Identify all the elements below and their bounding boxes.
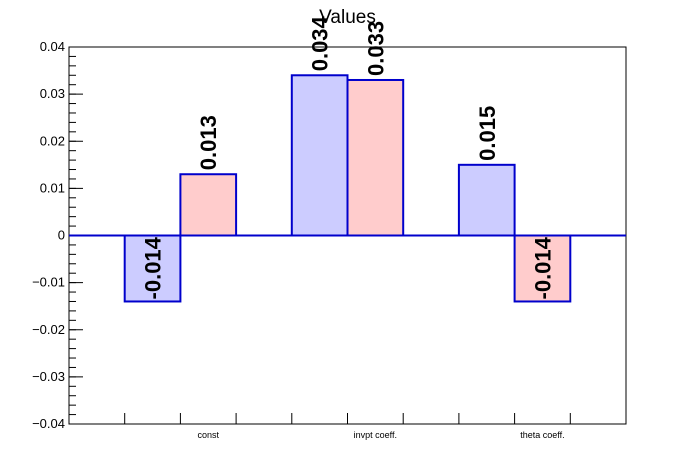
bar [290,74,349,237]
y-tick-label: −0.03 [32,369,65,384]
x-category-label: const [197,430,219,440]
bars-group [123,74,572,303]
bar [513,234,572,303]
y-tick-label: −0.01 [32,275,65,290]
y-tick-label: 0 [58,228,65,243]
y-tick-label: 0.04 [40,39,65,54]
x-category-label: invpt coeff. [354,430,397,440]
bar [346,78,405,237]
x-axis: const invpt coeff. theta coeff. [124,413,571,440]
x-category-label: theta coeff. [520,430,564,440]
y-tick-label: −0.04 [32,416,65,431]
bar-value-label: 0.033 [363,21,388,76]
bar-value-label: 0.015 [475,106,500,161]
bar [179,173,238,237]
y-tick-label: 0.01 [40,180,65,195]
y-tick-label: 0.03 [40,86,65,101]
chart-title: Values [319,7,376,28]
bar-value-label: -0.014 [141,236,166,299]
y-tick-label: −0.02 [32,322,65,337]
y-tick-label: 0.02 [40,133,65,148]
bar-labels-group: -0.014 0.034 0.015 0.013 0.033 -0.014 [141,15,556,299]
bar-value-label: -0.014 [530,236,555,299]
bar-value-label: 0.034 [308,15,333,71]
bar-value-label: 0.013 [196,115,221,170]
bar [457,163,516,237]
